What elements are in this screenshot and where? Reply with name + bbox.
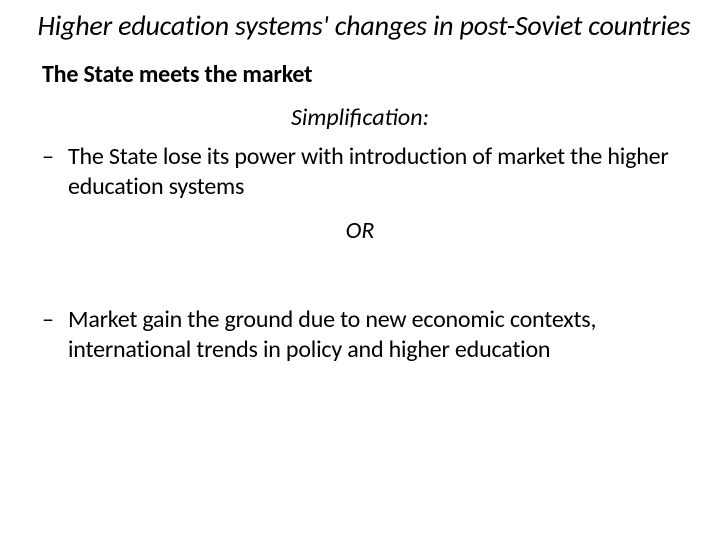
bullet-dash-icon: – (42, 305, 68, 335)
section-heading: The State meets the market (0, 42, 720, 89)
simplification-label: Simplification: (0, 89, 720, 132)
bullet-dash-icon: – (42, 142, 68, 172)
slide-container: Higher education systems' changes in pos… (0, 0, 720, 540)
or-separator: OR (0, 202, 720, 295)
bullet-text: Market gain the ground due to new econom… (68, 305, 596, 364)
bullet-item: –Market gain the ground due to new econo… (42, 305, 680, 365)
bullet-text: The State lose its power with introducti… (68, 142, 669, 201)
slide-title: Higher education systems' changes in pos… (0, 10, 720, 42)
bullet-item: –The State lose its power with introduct… (42, 142, 680, 202)
bullet-list: –The State lose its power with introduct… (0, 132, 720, 202)
bullet-list: –Market gain the ground due to new econo… (0, 295, 720, 365)
